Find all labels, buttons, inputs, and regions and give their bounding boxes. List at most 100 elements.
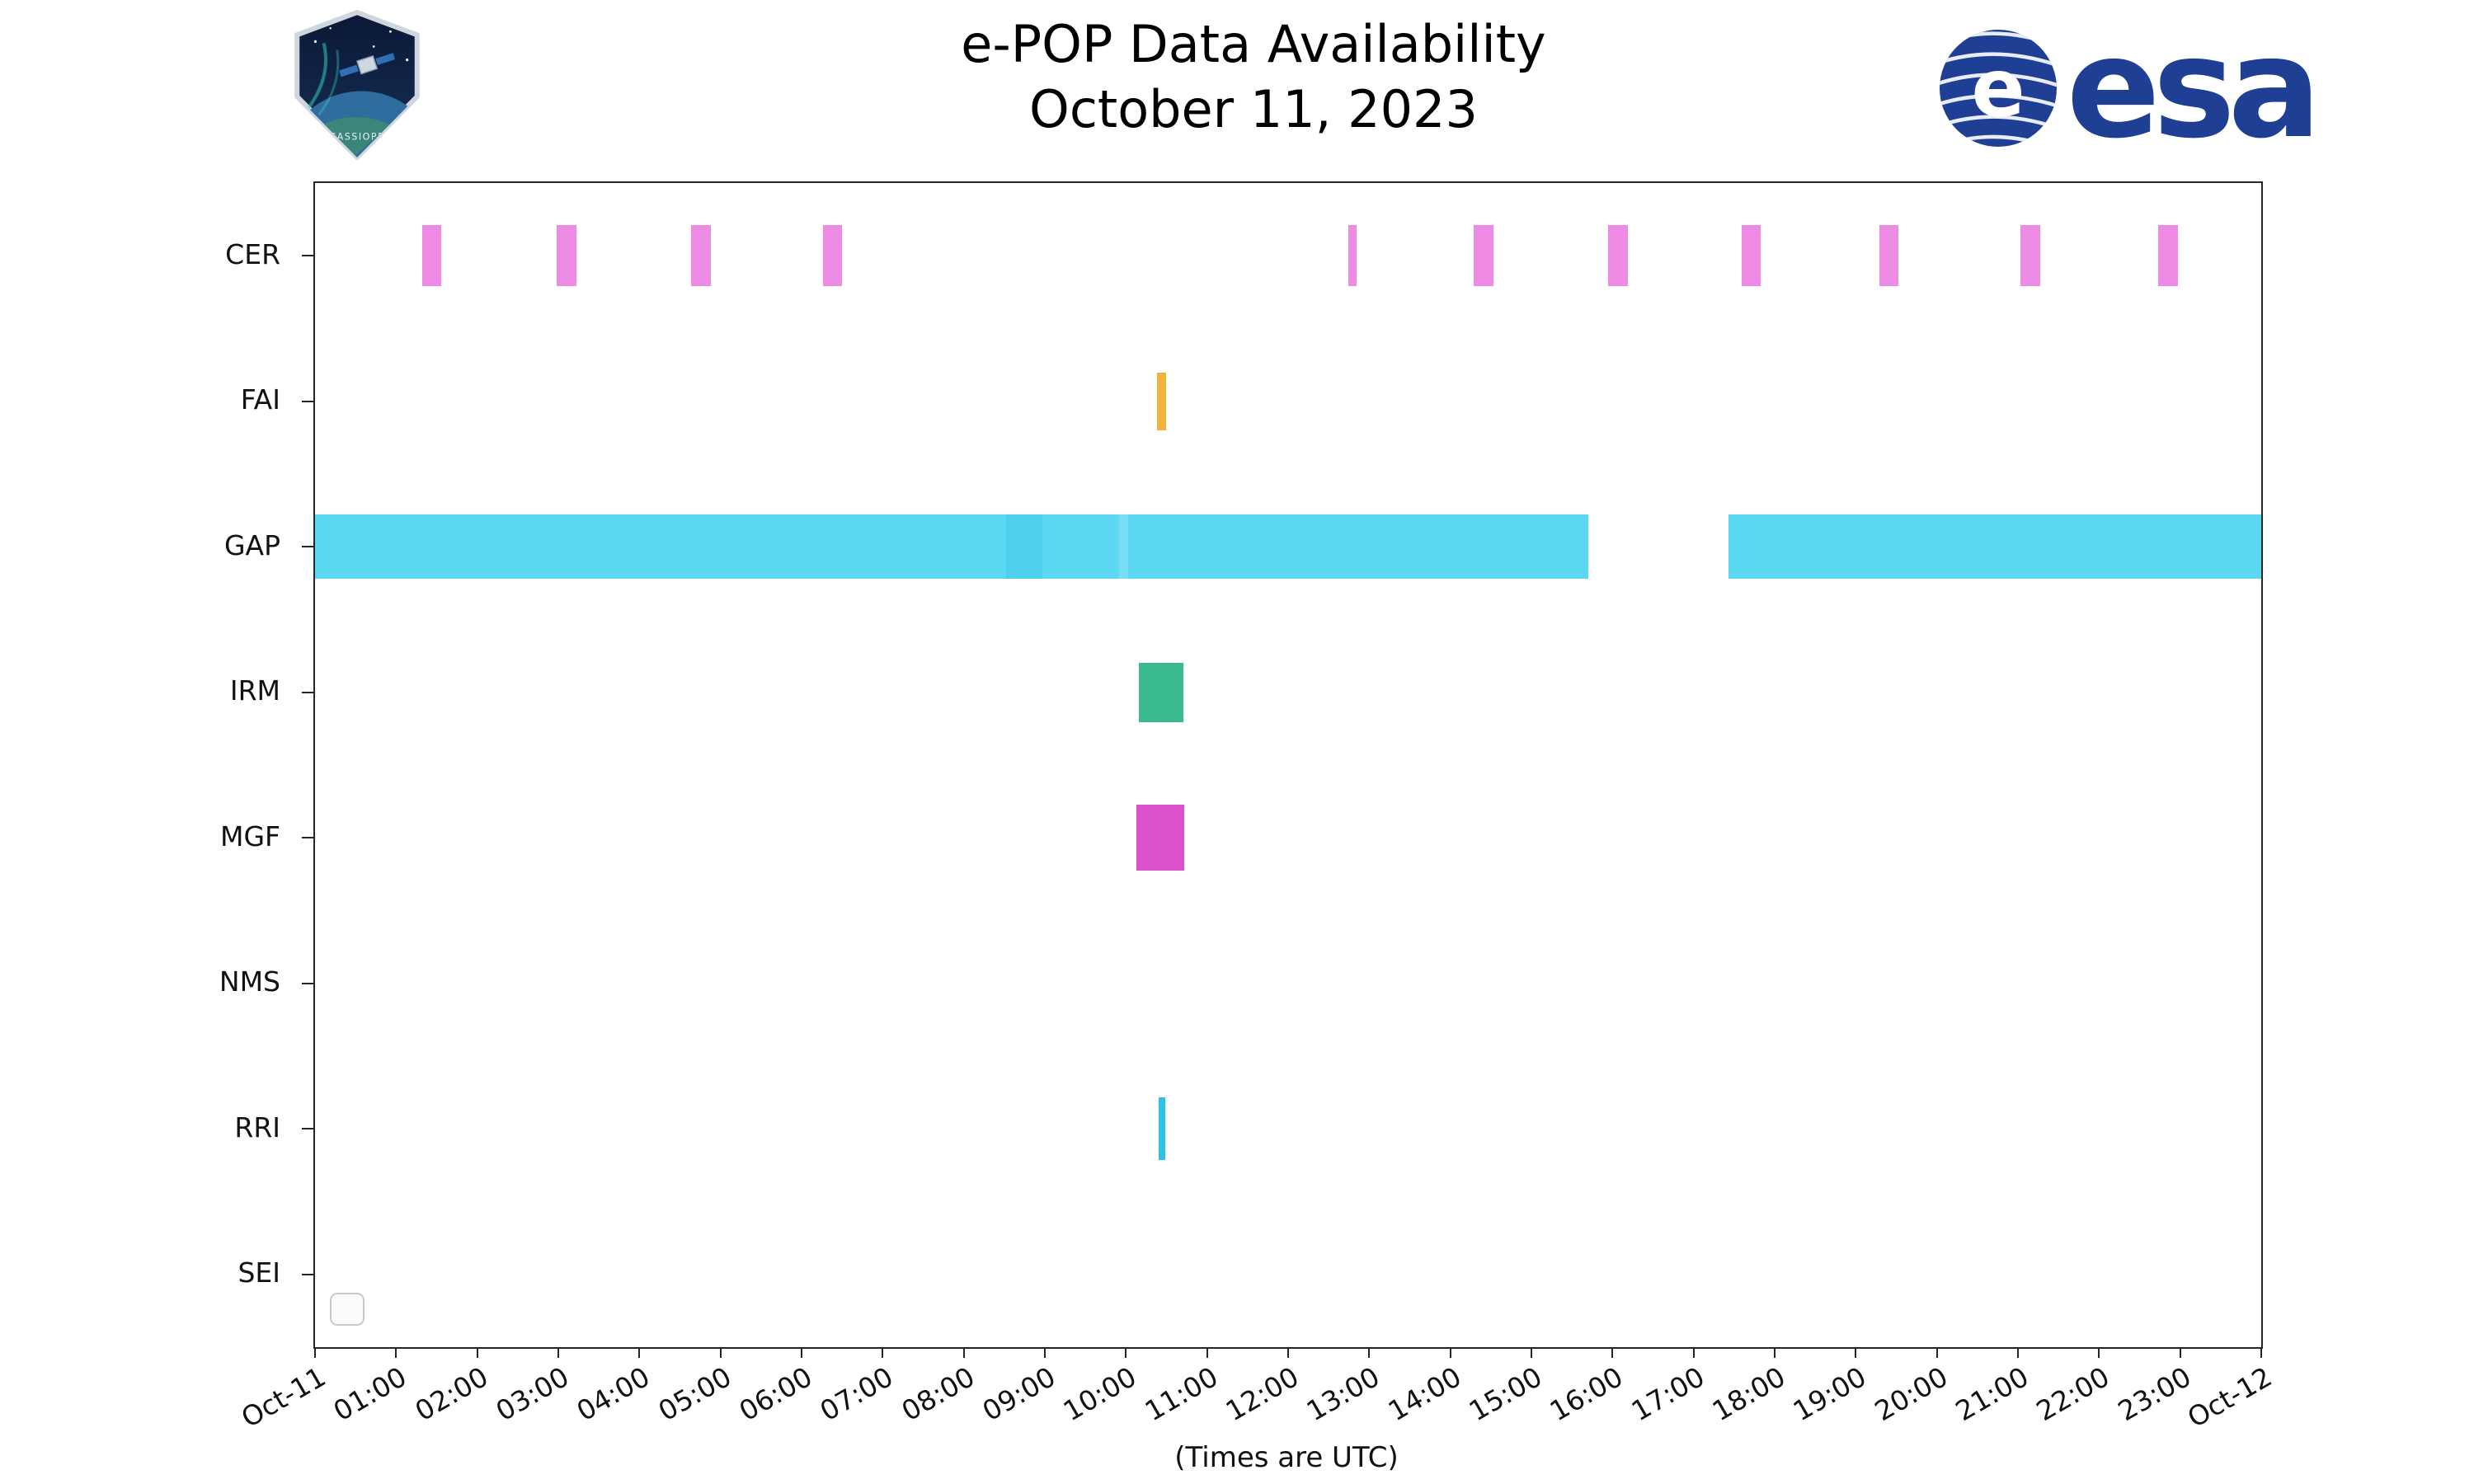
esa-globe-icon: e — [1939, 30, 2057, 147]
availability-bar-CER — [2158, 225, 2178, 287]
row-RRI — [315, 1056, 2261, 1202]
x-tick — [2260, 1347, 2262, 1358]
row-GAP — [315, 474, 2261, 620]
x-tick — [314, 1347, 316, 1358]
x-tick-label: 15:00 — [1463, 1360, 1548, 1428]
x-tick — [1206, 1347, 1208, 1358]
row-label-SEI: SEI — [238, 1256, 280, 1289]
x-tick-label: 04:00 — [571, 1360, 656, 1428]
x-tick-label: 19:00 — [1787, 1360, 1872, 1428]
availability-bar-CER — [557, 225, 576, 287]
y-tick — [302, 1128, 315, 1130]
row-label-RRI: RRI — [234, 1111, 280, 1144]
x-tick — [1368, 1347, 1371, 1358]
chart-title: e-POP Data Availability — [961, 14, 1546, 74]
x-tick-label: 05:00 — [652, 1360, 737, 1428]
x-tick-label: 13:00 — [1300, 1360, 1385, 1428]
x-tick-label: 03:00 — [490, 1360, 575, 1428]
x-tick-label: 21:00 — [1950, 1360, 2034, 1428]
availability-bar-CER — [1608, 225, 1628, 287]
x-tick — [1531, 1347, 1532, 1358]
x-tick — [1692, 1347, 1695, 1358]
x-tick — [2098, 1347, 2100, 1358]
row-label-IRM: IRM — [229, 674, 280, 707]
x-tick — [1044, 1347, 1046, 1358]
row-IRM — [315, 620, 2261, 766]
y-tick — [302, 546, 315, 548]
x-tick-label: Oct-12 — [2181, 1360, 2278, 1435]
row-NMS — [315, 911, 2261, 1057]
availability-bar-RRI — [1158, 1097, 1165, 1161]
cassiope-patch-logo: CASSIOPE — [294, 10, 420, 160]
y-tick — [302, 400, 315, 402]
y-tick — [302, 982, 315, 984]
y-axis-labels: CER FAI GAP IRM MGF NMS RRI SEI — [0, 181, 299, 1345]
x-tick — [638, 1347, 641, 1358]
x-tick-label: 01:00 — [327, 1360, 412, 1428]
x-tick-label: 10:00 — [1057, 1360, 1142, 1428]
availability-bar-IRM — [1139, 662, 1184, 722]
x-tick-label: 12:00 — [1220, 1360, 1305, 1428]
x-tick-label: 20:00 — [1869, 1360, 1954, 1428]
x-tick-label: Oct-11 — [235, 1360, 332, 1435]
x-tick — [1935, 1347, 1938, 1358]
availability-bar-CER — [1741, 225, 1761, 287]
availability-bar-CER — [1474, 225, 1493, 287]
x-tick-label: 06:00 — [733, 1360, 818, 1428]
satellite-icon — [339, 53, 396, 77]
x-tick — [962, 1347, 965, 1358]
x-tick — [1287, 1347, 1289, 1358]
x-tick — [1449, 1347, 1451, 1358]
chart-subtitle: October 11, 2023 — [1029, 79, 1478, 140]
availability-bar-CER — [2020, 225, 2040, 287]
availability-bar-CER — [822, 225, 843, 287]
x-tick-label: 23:00 — [2112, 1360, 2197, 1428]
plot-area: Oct-11 01:00 02:00 03:00 04:00 05:00 06:00 07:0… — [236, 181, 2278, 1434]
availability-bar-GAP — [1728, 514, 2261, 580]
x-tick-label: 07:00 — [814, 1360, 899, 1428]
availability-bar-CER — [421, 225, 442, 287]
availability-bar-CER — [1879, 225, 1899, 287]
x-tick — [476, 1347, 478, 1358]
availability-bar-CER — [691, 225, 711, 287]
row-MGF — [315, 765, 2261, 911]
x-tick-label: 22:00 — [2030, 1360, 2115, 1428]
x-tick-label: 08:00 — [896, 1360, 981, 1428]
x-tick-label: 14:00 — [1382, 1360, 1467, 1428]
row-label-MGF: MGF — [219, 819, 280, 852]
x-tick-label: 02:00 — [409, 1360, 494, 1428]
x-tick — [557, 1347, 559, 1358]
y-tick — [302, 255, 315, 257]
x-tick — [1855, 1347, 1857, 1358]
x-tick — [2179, 1347, 2181, 1358]
x-tick — [882, 1347, 884, 1358]
y-tick — [302, 691, 315, 693]
x-tick — [395, 1347, 397, 1358]
esa-wordmark: esa — [2066, 7, 2321, 169]
x-tick-label: 16:00 — [1544, 1360, 1629, 1428]
timeline-rows — [315, 183, 2261, 1347]
row-label-FAI: FAI — [240, 383, 280, 416]
x-tick-label: 09:00 — [976, 1360, 1061, 1428]
row-CER — [315, 183, 2261, 329]
esa-logo: e esa — [1936, 7, 2324, 169]
availability-bar-GAP — [315, 514, 1588, 580]
x-tick — [1774, 1347, 1776, 1358]
row-label-GAP: GAP — [223, 528, 280, 561]
availability-bar-FAI — [1156, 372, 1167, 430]
x-tick — [2017, 1347, 2019, 1358]
x-tick — [801, 1347, 802, 1358]
y-tick — [302, 1273, 315, 1275]
row-label-CER: CER — [225, 237, 280, 270]
svg-text:e: e — [1971, 42, 2025, 134]
chart-title-block: e-POP Data Availability October 11, 2023 — [961, 12, 1546, 143]
availability-bar-CER — [1348, 225, 1357, 287]
availability-bar-MGF — [1136, 805, 1185, 871]
row-FAI — [315, 329, 2261, 475]
x-tick — [1125, 1347, 1127, 1358]
x-tick-label: 17:00 — [1625, 1360, 1710, 1428]
x-tick — [1611, 1347, 1614, 1358]
legend-box — [330, 1293, 365, 1326]
x-tick-label: 18:00 — [1706, 1360, 1791, 1428]
row-SEI — [315, 1202, 2261, 1348]
